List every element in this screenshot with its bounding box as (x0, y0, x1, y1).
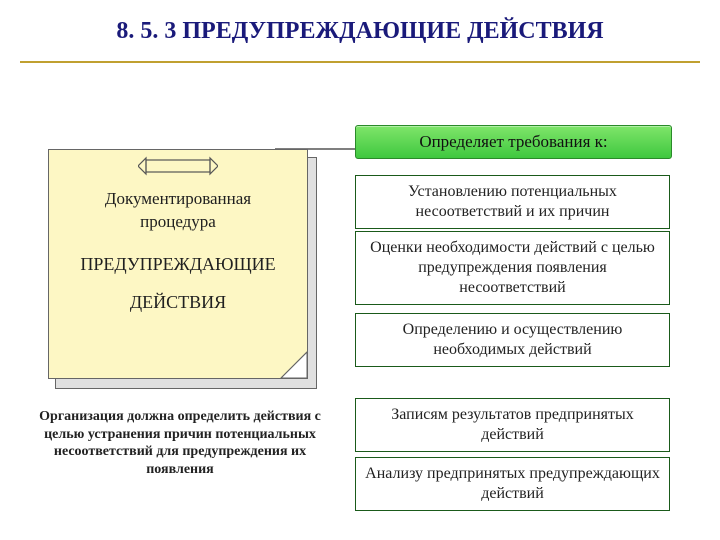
ribbon-icon (138, 156, 218, 176)
note-line1: Документированная (59, 188, 297, 211)
note-line4: ДЕЙСТВИЯ (59, 290, 297, 314)
slide-title: 8. 5. 3 ПРЕДУПРЕЖДАЮЩИЕ ДЕЙСТВИЯ (40, 18, 680, 45)
content-area: Документированная процедура ПРЕДУПРЕЖДАЮ… (0, 63, 720, 523)
header-pill: Определяет требования к: (355, 125, 672, 159)
below-note-text: Организация должна определить действия с… (30, 408, 330, 478)
req-box-1: Установлению потенциальных несоответстви… (355, 175, 670, 229)
req-box-5: Анализу предпринятых предупреждающих дей… (355, 457, 670, 511)
note-card: Документированная процедура ПРЕДУПРЕЖДАЮ… (48, 149, 308, 379)
req-box-3: Определению и осуществлению необходимых … (355, 313, 670, 367)
fold-icon (271, 342, 307, 378)
req-box-2: Оценки необходимости действий с целью пр… (355, 231, 670, 305)
req-box-4: Записям результатов предпринятых действи… (355, 398, 670, 452)
note-line2: процедура (59, 211, 297, 234)
note-line3: ПРЕДУПРЕЖДАЮЩИЕ (59, 252, 297, 276)
